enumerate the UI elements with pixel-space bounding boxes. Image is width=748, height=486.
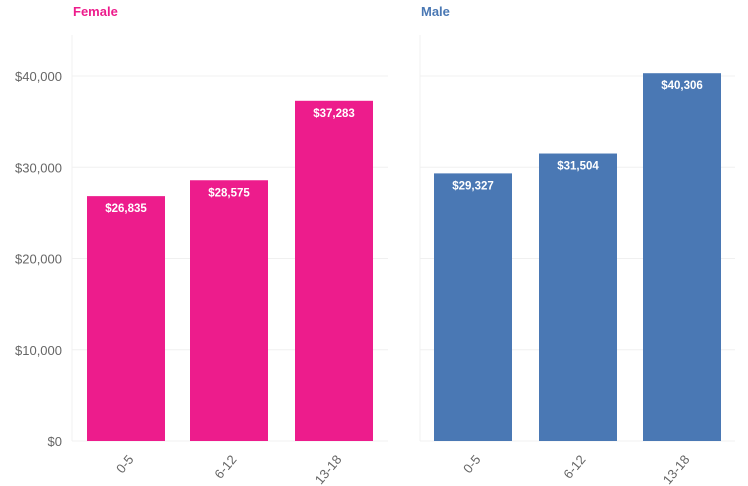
bar <box>295 100 373 441</box>
data-label: $40,306 <box>661 80 703 92</box>
bar <box>539 153 617 441</box>
y-tick-label: $40,000 <box>15 69 62 84</box>
y-tick-label: $30,000 <box>15 160 62 175</box>
bar <box>190 180 268 442</box>
data-label: $28,575 <box>208 187 250 199</box>
x-tick-label: 6-12 <box>211 452 239 482</box>
x-tick-label: 0-5 <box>460 452 484 476</box>
x-tick-label: 0-5 <box>113 452 137 476</box>
bar <box>434 173 512 442</box>
panel-title: Female <box>73 4 118 19</box>
x-tick-label: 13-18 <box>312 452 345 486</box>
y-tick-label: $20,000 <box>15 252 62 267</box>
y-tick-label: $0 <box>48 434 62 449</box>
bar <box>87 196 165 441</box>
panel-title: Male <box>421 4 450 19</box>
data-label: $37,283 <box>313 108 355 120</box>
data-label: $29,327 <box>452 180 494 192</box>
data-label: $26,835 <box>105 203 147 215</box>
bar <box>643 73 721 441</box>
x-tick-label: 6-12 <box>560 452 588 482</box>
x-tick-label: 13-18 <box>660 452 693 486</box>
data-label: $31,504 <box>557 161 599 173</box>
y-tick-label: $10,000 <box>15 343 62 358</box>
